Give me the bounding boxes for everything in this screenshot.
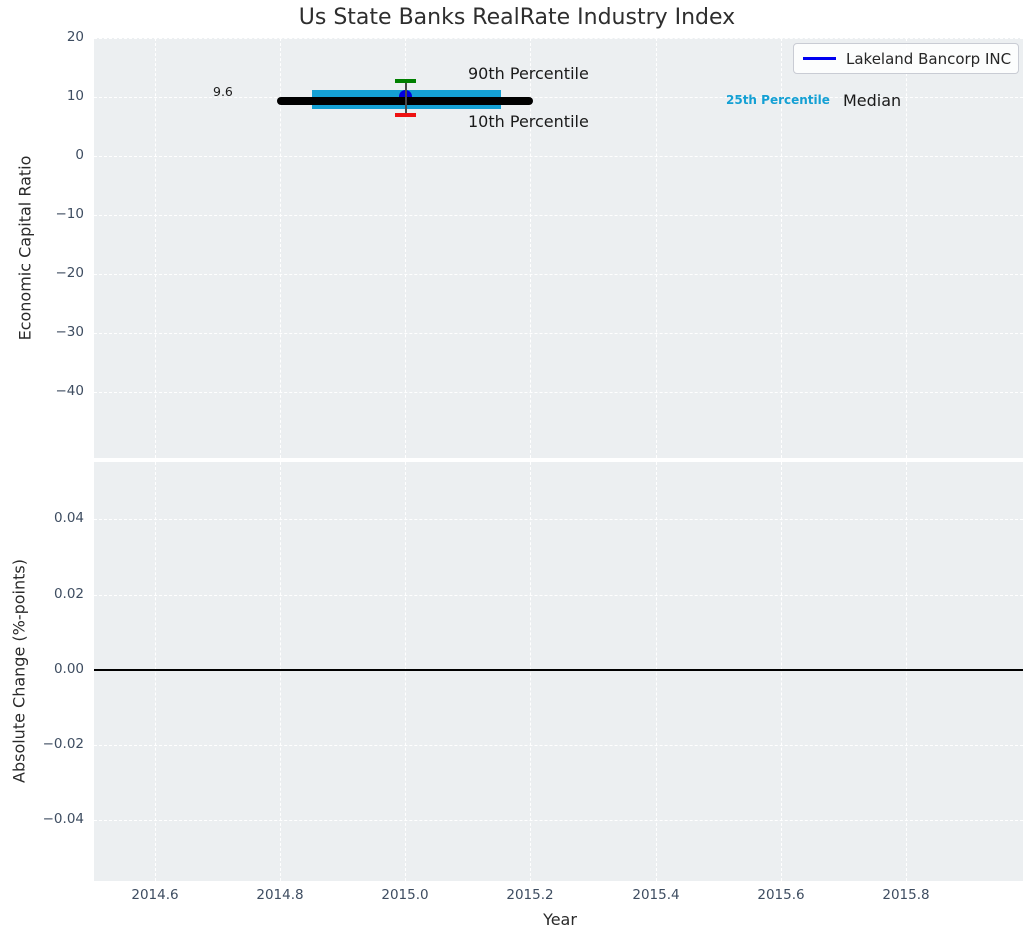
gridline (94, 392, 1023, 393)
bottom-ylabel: Absolute Change (%-points) (9, 559, 29, 783)
ytick-top: 10 (66, 88, 84, 104)
ytick-top: 0 (75, 147, 84, 163)
gridline (280, 38, 281, 458)
ytick-bottom: 0.02 (53, 586, 84, 602)
gridline (94, 97, 1023, 98)
xtick: 2015.6 (757, 887, 805, 903)
legend: Lakeland Bancorp INC (793, 43, 1019, 74)
ytick-bottom: −0.02 (42, 736, 84, 752)
ytick-bottom: −0.04 (42, 811, 84, 827)
median-value-label: 9.6 (213, 84, 233, 99)
gridline (94, 519, 1023, 520)
gridline (94, 595, 1023, 596)
legend-label: Lakeland Bancorp INC (846, 49, 1012, 68)
top-ylabel: Economic Capital Ratio (15, 155, 35, 341)
p25-label: 25th Percentile (726, 93, 830, 107)
gridline (94, 274, 1023, 275)
ytick-top: −10 (55, 206, 85, 222)
gridline (94, 820, 1023, 821)
xtick: 2015.8 (882, 887, 930, 903)
percentile-errorbar (405, 80, 407, 116)
gridline (94, 745, 1023, 746)
gridline (94, 38, 1023, 39)
ytick-top: −20 (55, 265, 85, 281)
p90-label: 90th Percentile (468, 64, 589, 83)
gridline (781, 38, 782, 458)
ytick-top: 20 (66, 29, 84, 45)
xtick: 2015.2 (506, 887, 554, 903)
gridline (155, 462, 156, 881)
p90-cap (395, 79, 416, 83)
xtick: 2015.4 (632, 887, 680, 903)
gridline (906, 462, 907, 881)
ytick-top: −40 (55, 383, 85, 399)
xtick: 2015.0 (381, 887, 429, 903)
ytick-bottom: 0.00 (53, 661, 84, 677)
gridline (94, 215, 1023, 216)
xlabel: Year (543, 910, 577, 929)
gridline (781, 462, 782, 881)
top-plot-area: 9.6 90th Percentile 10th Percentile 25th… (94, 38, 1023, 458)
p10-cap (395, 113, 416, 117)
chart-title: Us State Banks RealRate Industry Index (298, 5, 736, 30)
ytick-top: −30 (55, 324, 85, 340)
gridline (656, 462, 657, 881)
gridline (530, 38, 531, 458)
xtick: 2014.8 (256, 887, 304, 903)
gridline (405, 462, 406, 881)
gridline (280, 462, 281, 881)
gridline (405, 38, 406, 458)
ytick-bottom: 0.04 (53, 510, 84, 526)
gridline (906, 38, 907, 458)
gridline (656, 38, 657, 458)
gridline (530, 462, 531, 881)
median-label: Median (843, 91, 902, 110)
xtick: 2014.6 (131, 887, 179, 903)
p10-label: 10th Percentile (468, 112, 589, 131)
bottom-plot-area (94, 462, 1023, 881)
zero-change-line (94, 669, 1023, 671)
gridline (94, 156, 1023, 157)
gridline (94, 333, 1023, 334)
legend-line-icon (803, 57, 836, 60)
gridline (155, 38, 156, 458)
